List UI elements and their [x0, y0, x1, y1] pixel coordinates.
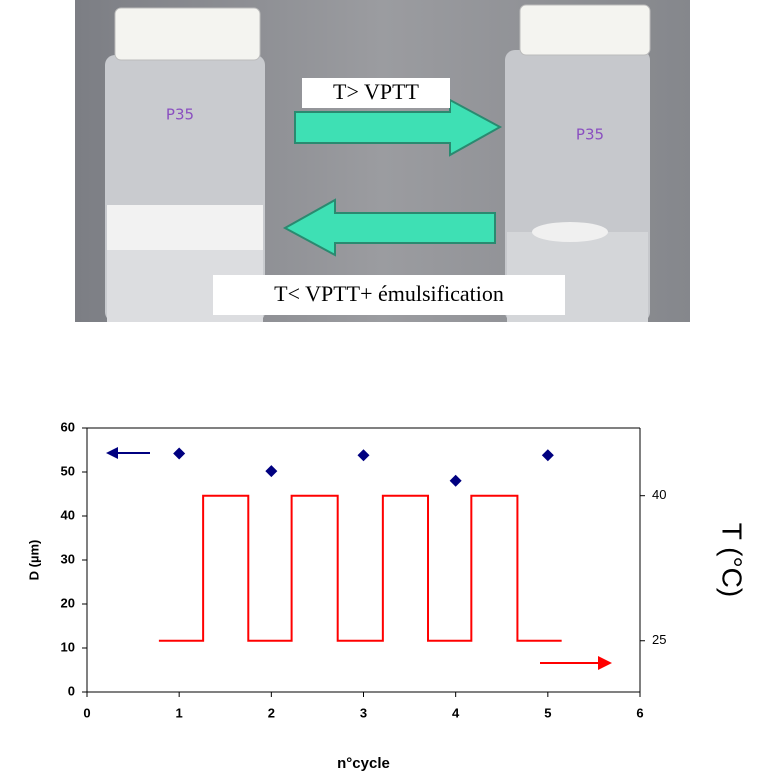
chart [106, 447, 612, 670]
point [541, 449, 554, 462]
axis-arrow-head [598, 656, 612, 670]
emulsion [107, 205, 263, 250]
x-tick-label: 6 [636, 705, 643, 720]
arrow-right [294, 98, 503, 157]
jar-label: P35 [576, 126, 604, 144]
arrow-left [282, 198, 496, 257]
x-tick-label: 4 [452, 705, 460, 720]
x-tick-label: 5 [544, 705, 551, 720]
y-tick-label: 0 [68, 683, 75, 698]
y2-tick-label: 25 [652, 632, 666, 647]
arrow-label: T> VPTT [333, 79, 420, 104]
y-tick-label: 30 [61, 551, 75, 566]
x-tick-label: 0 [83, 705, 90, 720]
x-tick-label: 1 [176, 705, 183, 720]
point [357, 449, 370, 462]
y-axis-label: D (µm) [26, 540, 41, 581]
y-tick-label: 20 [61, 595, 75, 610]
x-axis-label: n°cycle [337, 755, 390, 772]
y2-axis-label: T (°C) [717, 523, 748, 597]
cap [519, 4, 651, 56]
arrow-label: T< VPTT+ émulsification [274, 281, 504, 306]
line [158, 494, 562, 642]
cap [114, 7, 261, 61]
y2-tick-label: 40 [652, 487, 666, 502]
point [449, 474, 462, 487]
x-tick-label: 2 [268, 705, 275, 720]
x-tick-label: 3 [360, 705, 367, 720]
label-box [302, 78, 450, 108]
y-tick-label: 10 [61, 639, 75, 654]
point [265, 465, 278, 478]
aggregate [532, 222, 608, 242]
point [173, 447, 186, 460]
label-box [213, 275, 565, 315]
y-tick-label: 60 [61, 419, 75, 434]
y-tick-label: 40 [61, 507, 75, 522]
jar-label: P35 [166, 106, 194, 124]
y-tick-label: 50 [61, 463, 75, 478]
photo: P35 P35 T> VPTT T< VPTT+ émulsification [75, 0, 690, 322]
axis-arrow-head [106, 447, 118, 459]
